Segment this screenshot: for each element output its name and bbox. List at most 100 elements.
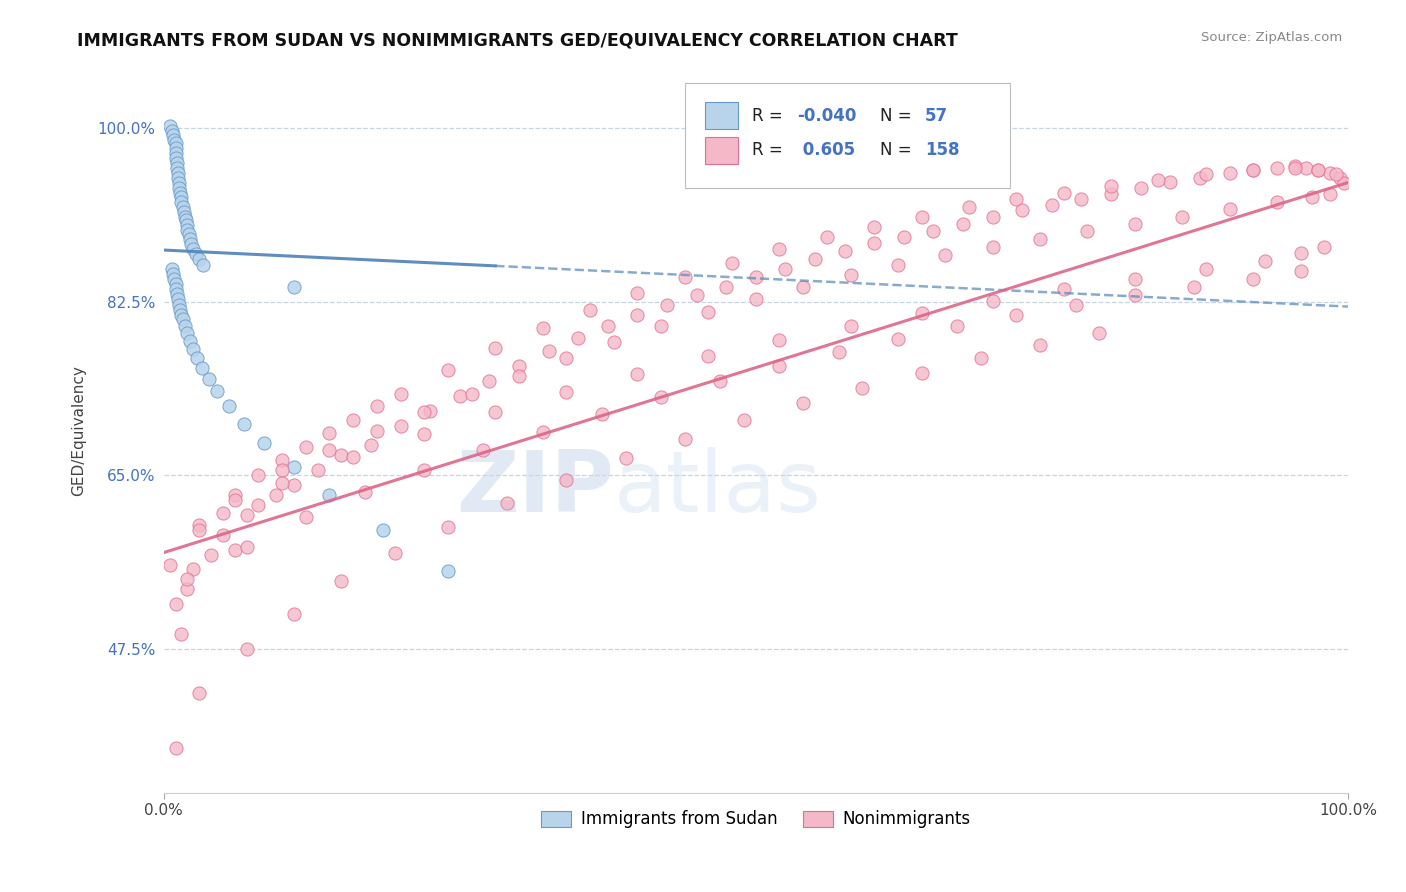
Point (1241, 272, 1264, 286)
Point (792, 396, 814, 410)
FancyBboxPatch shape (704, 136, 738, 164)
Point (162, 267, 184, 281)
Point (1188, 170, 1211, 185)
Point (804, 252, 827, 266)
Point (389, 387, 412, 401)
Text: IMMIGRANTS FROM SUDAN VS NONIMMIGRANTS GED/EQUIVALENCY CORRELATION CHART: IMMIGRANTS FROM SUDAN VS NONIMMIGRANTS G… (77, 31, 957, 49)
Text: 57: 57 (925, 106, 948, 125)
Point (283, 460, 305, 475)
Point (264, 488, 287, 502)
Point (191, 258, 214, 272)
Point (1195, 261, 1218, 276)
Point (271, 453, 294, 467)
Point (235, 508, 257, 522)
Point (981, 211, 1004, 225)
Point (437, 363, 460, 377)
Point (180, 237, 202, 252)
Point (685, 287, 707, 301)
Point (1218, 202, 1240, 217)
Point (212, 527, 235, 541)
Point (887, 332, 910, 346)
Point (162, 128, 184, 142)
Point (197, 372, 219, 386)
Point (1182, 279, 1205, 293)
Point (910, 366, 932, 380)
Point (165, 741, 187, 756)
Point (478, 374, 501, 388)
Point (186, 351, 208, 366)
Point (1011, 203, 1033, 218)
Point (775, 261, 797, 276)
Point (253, 436, 276, 450)
Point (389, 418, 412, 433)
Point (863, 236, 886, 251)
Point (1070, 193, 1092, 207)
Text: N =: N = (880, 106, 917, 125)
Text: -0.040: -0.040 (797, 106, 856, 125)
Point (1005, 308, 1028, 322)
Point (163, 133, 186, 147)
Point (1324, 167, 1347, 181)
Point (224, 493, 246, 508)
Point (172, 312, 194, 326)
Point (1123, 272, 1146, 286)
Point (1301, 190, 1323, 204)
Point (176, 573, 198, 587)
Point (200, 548, 222, 562)
Point (169, 186, 191, 200)
Point (834, 244, 856, 258)
Point (1319, 166, 1341, 180)
Point (167, 166, 190, 180)
Point (160, 261, 183, 276)
Point (330, 574, 353, 589)
Point (174, 213, 197, 227)
Point (188, 523, 211, 537)
Point (1159, 175, 1181, 189)
Point (165, 277, 187, 291)
Point (167, 292, 190, 306)
Point (179, 334, 201, 349)
Point (709, 374, 731, 388)
Text: N =: N = (880, 141, 917, 160)
Point (650, 390, 672, 404)
Point (1284, 161, 1306, 175)
Point (318, 488, 340, 502)
Point (176, 326, 198, 341)
Point (181, 242, 204, 256)
Point (981, 240, 1004, 254)
Point (531, 321, 554, 335)
Point (768, 334, 790, 348)
Point (721, 256, 744, 270)
Point (437, 520, 460, 534)
Point (1123, 287, 1146, 301)
Point (531, 425, 554, 439)
Point (166, 155, 188, 169)
Point (437, 565, 460, 579)
Point (167, 176, 190, 190)
Point (176, 219, 198, 233)
Point (342, 412, 364, 426)
Point (815, 230, 838, 244)
Point (1053, 186, 1076, 200)
Point (673, 432, 696, 446)
Point (170, 627, 193, 641)
Point (283, 279, 305, 293)
Point (614, 451, 637, 466)
Point (159, 558, 181, 572)
Point (167, 180, 190, 194)
Point (224, 488, 246, 502)
Point (1241, 162, 1264, 177)
Point (330, 449, 353, 463)
Point (165, 282, 187, 296)
Point (174, 211, 197, 225)
Point (1064, 297, 1087, 311)
Point (159, 119, 181, 133)
Point (1171, 211, 1194, 225)
Point (579, 302, 602, 317)
Point (839, 268, 862, 282)
Point (602, 335, 624, 350)
Point (172, 201, 194, 215)
Point (1313, 240, 1336, 254)
Point (1289, 264, 1312, 278)
Point (170, 190, 193, 204)
